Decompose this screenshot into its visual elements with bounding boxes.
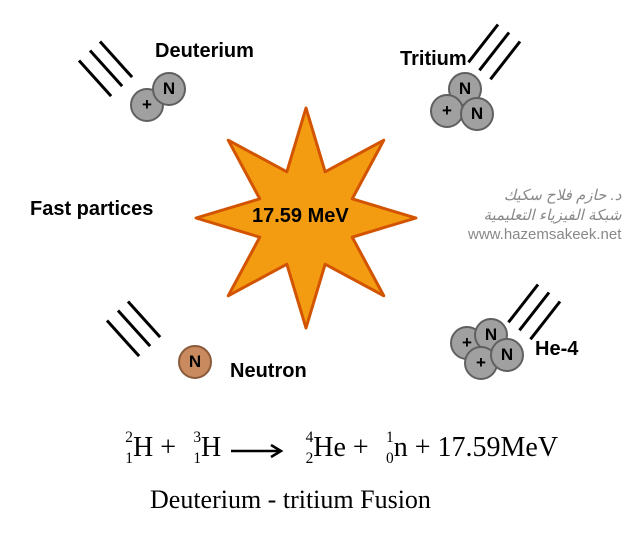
neutron-icon: N [460,97,494,131]
nuclear-symbol: 31H [201,432,221,464]
motion-line [127,300,161,338]
motion-line [106,319,140,357]
neutron-label: Neutron [230,360,307,383]
motion-line [78,59,112,97]
neutron-icon: N [490,338,524,372]
watermark: د. حازم فلاح سكيكشبكة الفيزياء التعليمية… [468,186,621,245]
motion-line [99,40,133,78]
equation-operator: + [153,432,183,463]
watermark-line: د. حازم فلاح سكيك [468,186,621,206]
equation-operator: + [408,432,438,463]
arrow-icon [229,434,289,466]
equation-energy-value: 17.59MeV [438,432,559,463]
motion-line [529,301,561,341]
motion-line [507,283,539,323]
neutron-icon: N [178,345,212,379]
motion-line [88,50,122,88]
deuterium-label: Deuterium [155,40,254,63]
nuclear-symbol: 42He [313,432,346,464]
motion-line [478,32,510,72]
caption: Deuterium - tritium Fusion [150,485,431,515]
he4-label: He-4 [535,338,578,361]
motion-line [116,310,150,348]
motion-line [467,23,499,63]
watermark-line: شبكة الفيزياء التعليمية [468,206,621,226]
tritium-label: Tritium [400,48,467,71]
neutron-icon: N [152,72,186,106]
nuclear-symbol: 10n [394,432,408,464]
fast_particles-label: Fast partices [30,198,153,221]
nuclear-symbol: 21H [133,432,153,464]
motion-line [518,292,550,332]
equation-operator: + [346,432,376,463]
energy-label: 17.59 MeV [252,205,349,228]
motion-line [489,41,521,81]
fusion-equation: 21H + 31H 42He + 10n + 17.59MeV [115,432,558,466]
proton-icon: + [430,94,464,128]
watermark-url: www.hazemsakeek.net [468,225,621,245]
